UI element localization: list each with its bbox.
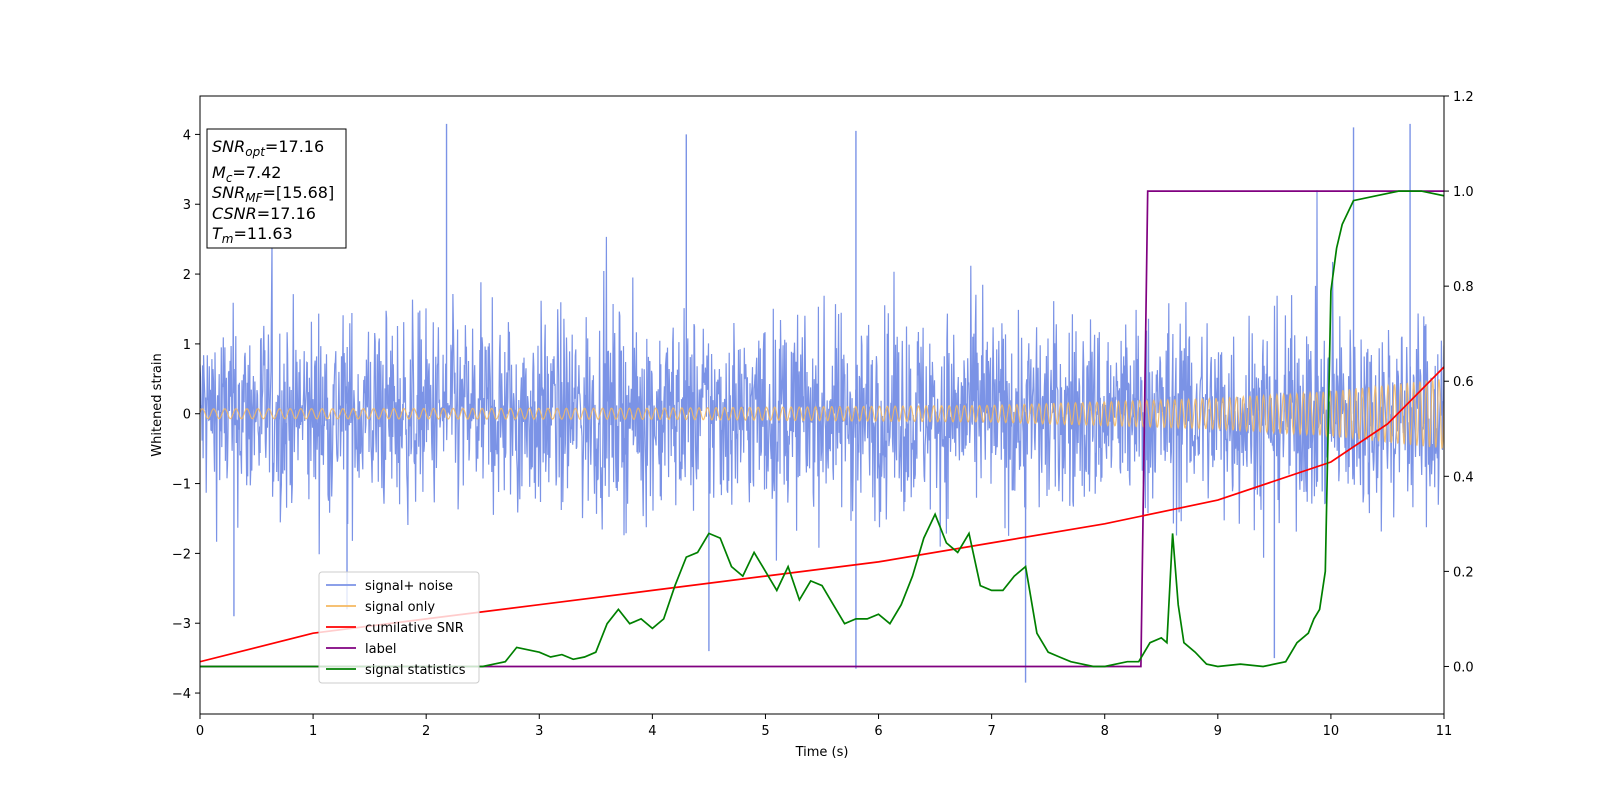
- annotation-frame: [206, 128, 347, 249]
- x-tick-label: 2: [422, 724, 430, 739]
- x-tick-label: 10: [1323, 724, 1340, 739]
- x-axis-label: Time (s): [795, 745, 849, 760]
- y-axis-right: 0.0 0.2 0.4 0.6 0.8 1.0 1.2: [1444, 90, 1474, 675]
- y-tick-label: −2: [172, 547, 191, 562]
- legend-label: signal statistics: [365, 663, 466, 678]
- y2-tick-label: 0.8: [1453, 280, 1474, 295]
- signal-statistics-line: [200, 190, 1444, 668]
- axes-frame: [199, 95, 1445, 715]
- annotation-snr-mf: SNRMF=[15.68]: [212, 183, 334, 205]
- x-tick-label: 7: [987, 724, 995, 739]
- y-tick-label: 3: [183, 198, 191, 213]
- signal-only-series: [200, 379, 1444, 450]
- y-tick-label: −4: [172, 687, 191, 702]
- x-tick-label: 0: [196, 724, 204, 739]
- y2-tick-label: 1.0: [1453, 185, 1474, 200]
- x-tick-label: 3: [535, 724, 543, 739]
- y-tick-label: 4: [183, 128, 191, 143]
- x-tick-label: 8: [1101, 724, 1109, 739]
- y-tick-label: −3: [172, 617, 191, 632]
- y-axis-left: −4 −3 −2 −1 0 1 2 3 4: [172, 128, 200, 702]
- legend: signal+ noise signal only cumilative SNR la…: [318, 571, 480, 684]
- y-tick-label: 0: [183, 408, 191, 423]
- annotation-tm: Tm=11.63: [212, 224, 293, 246]
- annotation-mc: Mc=7.42: [212, 163, 281, 185]
- y-tick-label: −1: [172, 478, 191, 493]
- y2-tick-label: 1.2: [1453, 90, 1474, 105]
- x-tick-label: 6: [874, 724, 882, 739]
- y-tick-label: 1: [183, 338, 191, 353]
- label-line: [200, 190, 1444, 668]
- annotation-box: SNRopt=17.16 Mc=7.42 SNRMF=[15.68] CSNR=…: [206, 128, 347, 249]
- x-tick-label: 1: [309, 724, 317, 739]
- annotation-csnr: CSNR=17.16: [212, 204, 316, 223]
- y-axis-label: Whitened strain: [150, 353, 165, 456]
- legend-label: label: [365, 642, 396, 657]
- legend-label: signal only: [365, 600, 435, 615]
- y-tick-label: 2: [183, 268, 191, 283]
- x-tick-label: 9: [1214, 724, 1222, 739]
- plot-area: [200, 123, 1444, 683]
- legend-label: cumilative SNR: [365, 621, 464, 636]
- legend-label: signal+ noise: [365, 579, 453, 594]
- y2-tick-label: 0.6: [1453, 375, 1474, 390]
- y2-tick-label: 0.0: [1453, 660, 1474, 675]
- signal-plus-noise-series: [200, 123, 1444, 683]
- legend-frame: [318, 571, 480, 684]
- x-tick-label: 5: [761, 724, 769, 739]
- signal-only-line: [200, 379, 1444, 450]
- x-tick-label: 4: [648, 724, 656, 739]
- x-axis: 0 1 2 3 4 5 6 7 8 9 10 11: [196, 714, 1452, 739]
- y2-tick-label: 0.2: [1453, 565, 1474, 580]
- y2-tick-label: 0.4: [1453, 470, 1474, 485]
- x-tick-label: 11: [1436, 724, 1453, 739]
- annotation-snr-opt: SNRopt=17.16: [212, 137, 324, 159]
- signal-plus-noise-line: [200, 190, 1444, 561]
